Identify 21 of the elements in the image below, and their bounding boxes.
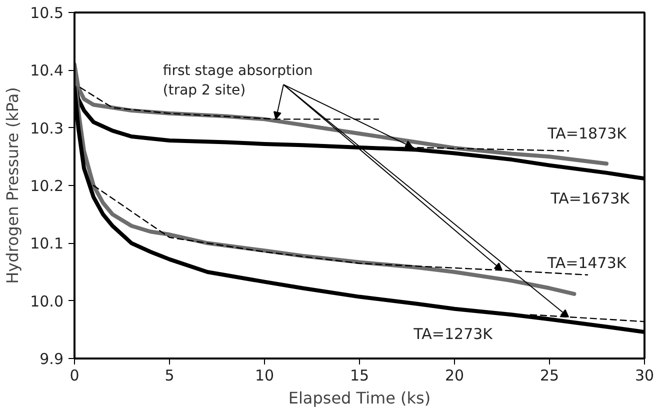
y-tick-label: 10.1 xyxy=(30,234,64,253)
x-axis-title: Elapsed Time (ks) xyxy=(288,388,431,408)
y-tick-label: 10.5 xyxy=(30,4,64,22)
x-tick-label: 0 xyxy=(70,366,80,384)
x-tick-label: 5 xyxy=(164,366,174,384)
annotation: first stage absorption (trap 2 site) xyxy=(162,63,313,98)
series-label: TA=1473K xyxy=(546,254,628,272)
series-label: TA=1673K xyxy=(550,190,631,208)
y-tick-label: 10.0 xyxy=(30,292,64,310)
y-tick-label: 10.4 xyxy=(30,62,64,80)
x-tick-label: 10 xyxy=(254,366,274,384)
x-tick-label: 20 xyxy=(444,366,464,384)
x-tick-label: 30 xyxy=(634,366,654,384)
series-label: TA=1873K xyxy=(546,124,628,143)
x-tick-label: 25 xyxy=(540,366,560,384)
y-tick-label: 9.9 xyxy=(40,350,64,368)
y-tick-label: 10.3 xyxy=(30,119,64,138)
series-label: TA=1273K xyxy=(412,324,494,343)
x-tick-label: 15 xyxy=(350,366,370,384)
y-axis-title: Hydrogen Pressure (kPa) xyxy=(3,87,22,284)
y-tick-label: 10.2 xyxy=(30,177,64,195)
